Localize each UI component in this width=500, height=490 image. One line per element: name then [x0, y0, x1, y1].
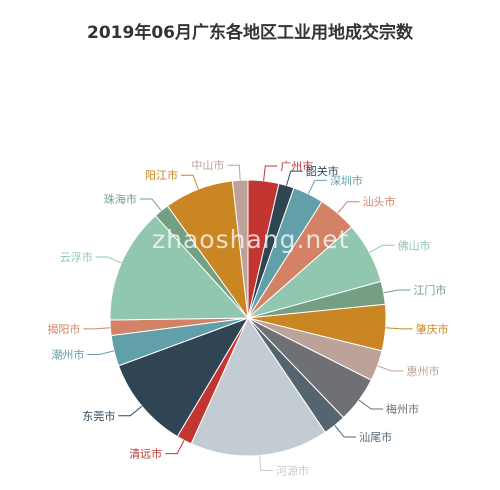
- slice-label-11: 清远市: [129, 447, 162, 461]
- slice-label-15: 云浮市: [60, 250, 93, 264]
- slice-label-0: 广州市: [280, 159, 313, 173]
- label-line-0: [263, 165, 278, 181]
- label-line-13: [87, 350, 115, 355]
- label-line-3: [337, 201, 360, 214]
- slice-label-5: 江门市: [413, 283, 446, 297]
- slice-label-1: 韶关市: [306, 164, 339, 178]
- pie-slice-15: [109, 215, 250, 321]
- slice-label-14: 揭阳市: [47, 322, 80, 336]
- label-line-15: [95, 256, 122, 264]
- chart-title: 2019年06月广东各地区工业用地成交宗数: [87, 23, 413, 43]
- label-line-9: [334, 425, 357, 438]
- label-line-16: [139, 198, 162, 211]
- label-line-6: [385, 327, 413, 330]
- label-line-8: [358, 399, 384, 410]
- label-line-14: [83, 327, 111, 330]
- label-line-18: [227, 164, 241, 181]
- label-line-11: [165, 440, 185, 455]
- slice-label-3: 汕头市: [362, 195, 395, 209]
- pie-slice-10: [190, 316, 326, 457]
- slice-label-6: 肇庆市: [416, 322, 449, 336]
- label-line-12: [118, 405, 143, 417]
- slice-label-9: 汕尾市: [359, 430, 392, 444]
- label-line-5: [383, 289, 411, 294]
- slice-label-18: 中山市: [191, 158, 224, 172]
- slice-label-16: 珠海市: [104, 192, 137, 206]
- label-line-7: [377, 365, 404, 372]
- slice-label-10: 河源市: [276, 463, 309, 477]
- slice-label-12: 东莞市: [82, 409, 115, 423]
- slice-label-8: 梅州市: [386, 402, 419, 416]
- label-line-4: [369, 244, 395, 253]
- slice-label-13: 潮州市: [51, 347, 84, 361]
- slice-label-2: 深圳市: [330, 173, 363, 187]
- label-line-10: [259, 455, 273, 471]
- label-line-17: [180, 174, 199, 190]
- pie-slice-12: [117, 317, 250, 438]
- slice-label-7: 惠州市: [407, 364, 440, 378]
- slice-label-17: 阳江市: [145, 168, 178, 182]
- slice-label-4: 佛山市: [398, 238, 431, 252]
- label-line-2: [307, 179, 327, 195]
- label-line-1: [286, 170, 303, 186]
